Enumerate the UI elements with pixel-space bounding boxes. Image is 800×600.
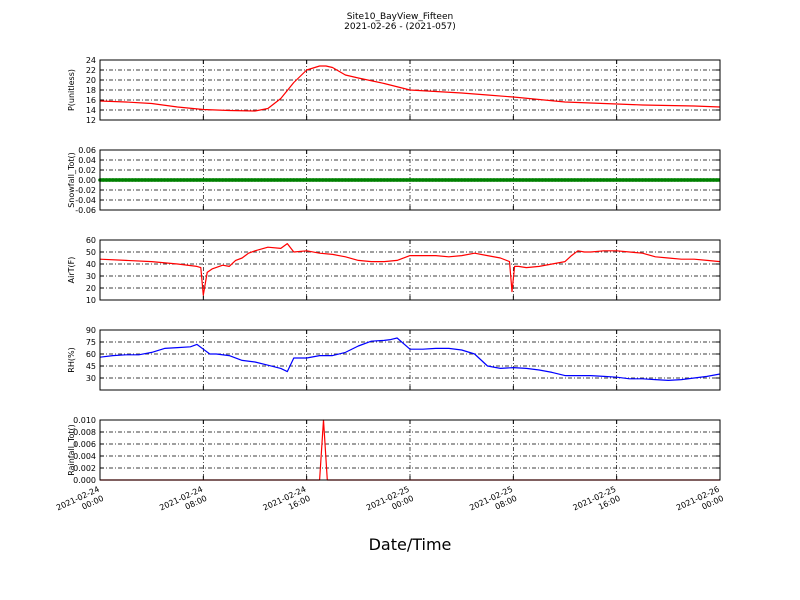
y-axis-label: RH(%)	[67, 347, 76, 372]
y-tick-label: 20	[86, 284, 96, 293]
y-tick-label: 75	[86, 338, 96, 347]
plot-frame	[99, 239, 721, 301]
y-tick-label: 0.06	[78, 146, 96, 155]
y-tick-label: -0.06	[75, 206, 96, 215]
x-tick-label: 2021-02-2500:00	[365, 485, 415, 522]
panel-5: 0.000 0.002 0.004 0.006 0.008 0.010Rainfall_T…	[67, 416, 721, 485]
x-tick-label: 2021-02-2416:00	[262, 485, 312, 522]
plot-frame	[99, 149, 721, 211]
y-tick-label: 24	[86, 56, 96, 65]
y-tick-label: 10	[86, 296, 96, 305]
y-tick-label: 40	[86, 260, 96, 269]
y-tick-label: 0.010	[73, 416, 96, 425]
x-tick-label: 2021-02-2516:00	[572, 485, 622, 522]
y-tick-label: 22	[86, 66, 96, 75]
y-tick-label: 0.02	[78, 166, 96, 175]
x-tick-label: 2021-02-2508:00	[468, 485, 518, 522]
y-tick-label: 0.004	[73, 452, 96, 461]
y-tick-label: 0.006	[73, 440, 96, 449]
y-tick-label: 18	[86, 86, 96, 95]
series-line	[99, 337, 721, 381]
y-tick-label: 90	[86, 326, 96, 335]
y-tick-label: 60	[86, 350, 96, 359]
y-tick-label: 16	[86, 96, 96, 105]
y-tick-label: -0.04	[75, 196, 96, 205]
panel-2: -0.06-0.04-0.020.000.020.040.06Snowfall_…	[67, 146, 721, 215]
y-tick-label: 12	[86, 116, 96, 125]
y-tick-label: 30	[86, 374, 96, 383]
y-tick-label: 14	[86, 106, 96, 115]
y-axis-label: Rainfall_Tot()	[67, 424, 76, 476]
y-tick-label: 0.04	[78, 156, 96, 165]
y-tick-label: 50	[86, 248, 96, 257]
y-tick-label: 0.000	[73, 476, 96, 485]
series-line	[99, 65, 721, 112]
series-line	[99, 243, 721, 296]
x-tick-label: 2021-02-2400:00	[55, 485, 105, 522]
x-tick-label: 2021-02-2408:00	[158, 485, 208, 522]
chart-title: Site10_BayView_Fifteen	[347, 12, 453, 22]
x-tick-label: 2021-02-2600:00	[675, 485, 725, 522]
y-tick-label: -0.02	[75, 186, 96, 195]
plot-frame	[99, 59, 721, 121]
plot-frame	[99, 329, 721, 391]
y-tick-label: 0.008	[73, 428, 96, 437]
y-axis-label: P(unitless)	[67, 69, 76, 111]
y-tick-label: 45	[86, 362, 96, 371]
panel-3: 10 20 30 40 50 60 AirT(F)	[67, 236, 721, 305]
y-axis-label: AirT(F)	[67, 257, 76, 284]
y-tick-label: 0.00	[78, 176, 96, 185]
y-tick-label: 30	[86, 272, 96, 281]
y-tick-label: 60	[86, 236, 96, 245]
y-axis-label: Snowfall_Tot()	[67, 152, 76, 208]
y-tick-label: 20	[86, 76, 96, 85]
panel-4: 30 45 60 75 90 RH(%)	[67, 326, 721, 391]
chart-subtitle: 2021-02-26 - (2021-057)	[344, 22, 456, 32]
y-tick-label: 0.002	[73, 464, 96, 473]
x-axis-label: Date/Time	[369, 535, 452, 554]
plot-frame	[99, 419, 721, 481]
